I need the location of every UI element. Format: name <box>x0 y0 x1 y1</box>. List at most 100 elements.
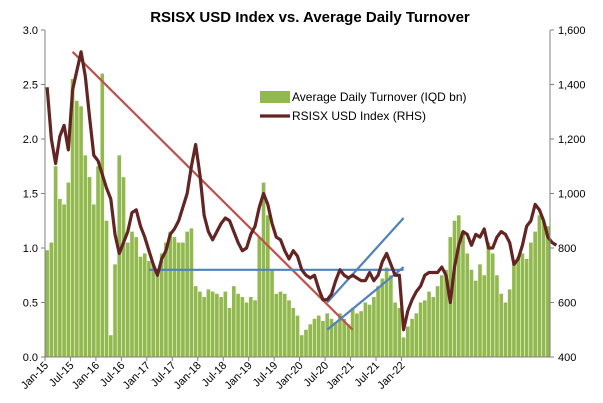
y-tick-label: 1.5 <box>23 189 38 201</box>
legend-swatch-turnover <box>260 91 290 103</box>
turnover-bar <box>236 293 240 357</box>
y2-tick-label: 600 <box>558 298 576 310</box>
x-tick-label: Jan-16 <box>70 360 102 392</box>
turnover-bar <box>206 289 211 357</box>
turnover-bar <box>172 237 177 357</box>
turnover-bar <box>516 256 520 357</box>
turnover-bar <box>62 204 66 357</box>
turnover-bar <box>355 313 359 357</box>
turnover-bar <box>372 297 376 357</box>
turnover-bar <box>304 329 308 357</box>
turnover-bar <box>414 313 419 357</box>
x-tick-label: Jan-18 <box>172 360 204 392</box>
turnover-bar <box>533 231 537 357</box>
turnover-bar <box>96 166 100 357</box>
turnover-bar <box>435 286 440 357</box>
y2-tick-label: 1,400 <box>558 80 586 92</box>
turnover-bar <box>49 242 54 357</box>
turnover-bar <box>321 321 325 357</box>
turnover-bar <box>503 302 508 357</box>
turnover-bar <box>193 286 198 357</box>
turnover-bar <box>380 278 385 357</box>
turnover-bar <box>176 242 181 357</box>
turnover-bar <box>87 177 92 357</box>
turnover-bar <box>529 242 533 357</box>
turnover-bar <box>524 258 529 357</box>
turnover-bar <box>287 300 291 357</box>
turnover-bar <box>338 313 342 357</box>
turnover-bar <box>299 335 304 357</box>
turnover-bar <box>164 242 168 357</box>
x-tick-label: Jan-19 <box>223 360 255 392</box>
chart-title: RSISX USD Index vs. Average Daily Turnov… <box>150 9 470 26</box>
turnover-bar <box>478 264 482 357</box>
turnover-bar <box>117 155 122 357</box>
y2-tick-label: 400 <box>558 352 576 364</box>
turnover-bar <box>210 291 215 357</box>
turnover-bar <box>219 297 223 357</box>
turnover-bar <box>291 307 296 357</box>
turnover-bar <box>406 326 410 357</box>
turnover-bar <box>253 300 257 357</box>
blue-trendline <box>326 217 405 304</box>
turnover-bar <box>125 242 130 357</box>
turnover-bar <box>363 302 368 357</box>
turnover-bar <box>359 311 363 357</box>
turnover-bar <box>257 237 262 357</box>
turnover-bar <box>329 318 334 357</box>
turnover-bar <box>138 256 143 357</box>
turnover-bar <box>75 100 79 357</box>
turnover-bar <box>342 318 346 357</box>
turnover-bar <box>215 293 219 357</box>
turnover-bar <box>104 220 109 357</box>
y-tick-label: 2.5 <box>23 80 38 92</box>
legend-label-index: RSISX USD Index (RHS) <box>292 109 426 123</box>
turnover-bar <box>367 304 372 357</box>
turnover-bar <box>431 297 436 357</box>
turnover-bar <box>473 280 478 357</box>
turnover-bar <box>495 275 499 357</box>
turnover-bar <box>198 291 202 357</box>
turnover-bar <box>350 307 355 357</box>
turnover-bar <box>393 302 397 357</box>
y2-tick-label: 1,200 <box>558 134 586 146</box>
turnover-bar <box>410 318 414 357</box>
x-tick-label: Jan-15 <box>19 360 51 392</box>
turnover-bar <box>70 79 75 358</box>
turnover-bar <box>384 267 389 357</box>
turnover-bar <box>134 237 139 357</box>
turnover-bar <box>142 253 147 357</box>
turnover-bar <box>325 313 330 357</box>
turnover-bar <box>232 286 236 357</box>
plot-area <box>45 50 558 358</box>
y2-tick-label: 800 <box>558 243 576 255</box>
turnover-bar <box>223 291 228 357</box>
turnover-bar <box>151 264 156 357</box>
turnover-bar <box>265 215 270 357</box>
y-tick-label: 1.0 <box>23 243 38 255</box>
turnover-bar <box>312 318 317 357</box>
legend: Average Daily Turnover (IQD bn) RSISX USD… <box>260 90 467 123</box>
turnover-bar <box>244 302 249 357</box>
turnover-bar <box>499 293 504 357</box>
turnover-bar <box>113 264 117 357</box>
turnover-bar <box>346 324 351 357</box>
turnover-bar <box>45 250 49 357</box>
blue-trendline <box>326 266 405 331</box>
legend-label-turnover: Average Daily Turnover (IQD bn) <box>292 90 467 104</box>
turnover-bar <box>490 253 495 357</box>
y-tick-label: 2.0 <box>23 134 38 146</box>
turnover-bar <box>537 215 542 357</box>
x-tick-label: Jan-20 <box>273 360 305 392</box>
turnover-bar <box>185 231 189 357</box>
turnover-bar <box>389 275 393 357</box>
turnover-bar <box>274 293 279 357</box>
turnover-bar <box>507 289 512 357</box>
turnover-bar <box>520 253 525 357</box>
turnover-bar <box>159 253 164 357</box>
turnover-bar <box>308 324 313 357</box>
y2-tick-label: 1,600 <box>558 25 586 37</box>
turnover-bar <box>469 269 474 357</box>
turnover-bar <box>278 291 283 357</box>
